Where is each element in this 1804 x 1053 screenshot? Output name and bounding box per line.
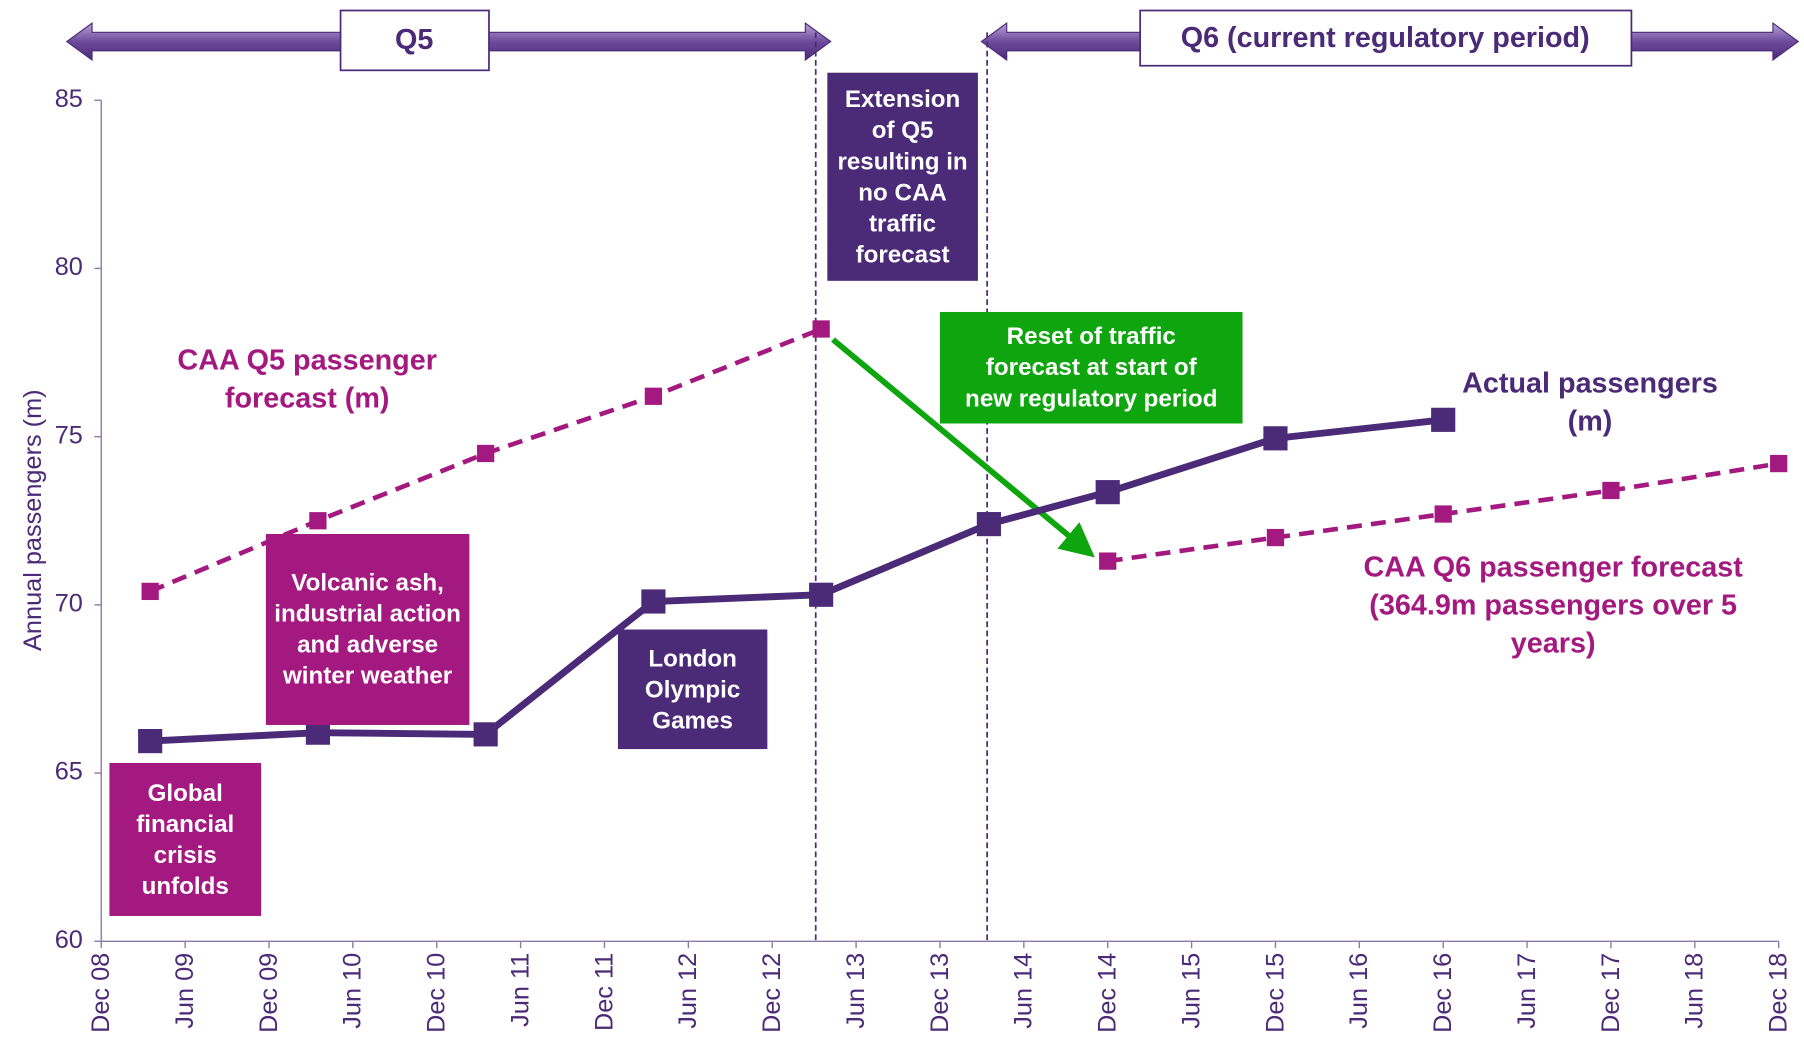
x-tick-label: Jun 11 <box>506 953 534 1027</box>
annotation-text: London Olympic Games <box>617 629 768 750</box>
annotation: Global financial crisis unfolds <box>109 762 262 916</box>
point-marker <box>976 512 1001 537</box>
x-tick-label: Dec 08 <box>87 953 115 1033</box>
point-marker <box>473 722 498 747</box>
series-label: Actual passengers (m) <box>1462 367 1718 438</box>
annotation-text: Global financial crisis unfolds <box>109 762 262 916</box>
point-marker <box>644 387 663 405</box>
annotation: London Olympic Games <box>617 629 768 750</box>
y-tick-label: 60 <box>55 926 83 954</box>
x-tick-label: Jun 12 <box>674 953 702 1029</box>
period-label: Q5 <box>395 24 433 56</box>
point-marker <box>812 320 830 338</box>
x-tick-label: Dec 18 <box>1765 953 1793 1033</box>
x-tick-label: Jun 15 <box>1177 953 1205 1029</box>
point-marker <box>1099 552 1117 570</box>
series-label: CAA Q5 passenger forecast (m) <box>177 344 437 415</box>
x-tick-label: Dec 09 <box>255 953 283 1033</box>
annotation-text: Reset of traffic forecast at start of ne… <box>939 311 1243 424</box>
point-marker <box>1602 481 1620 500</box>
x-tick-label: Jun 09 <box>171 953 199 1029</box>
annotation-text: Volcanic ash, industrial action and adve… <box>265 533 470 725</box>
x-tick-label: Dec 14 <box>1094 953 1122 1033</box>
period-label: Q6 (current regulatory period) <box>1181 22 1590 54</box>
annotation-text: Extension of Q5 resulting in no CAA traf… <box>827 72 978 281</box>
x-tick-label: Dec 13 <box>926 953 954 1033</box>
period-box <box>1139 9 1633 67</box>
reset-arrow <box>831 337 1095 558</box>
x-tick-label: Dec 15 <box>1261 953 1289 1033</box>
series-label-text: CAA Q6 passenger forecast (364.9m passen… <box>1363 550 1743 659</box>
point-marker <box>1770 454 1788 473</box>
point-marker <box>141 582 159 601</box>
x-tick-label: Dec 10 <box>423 953 451 1033</box>
point-marker <box>809 582 834 607</box>
point-marker <box>138 729 163 754</box>
x-tick-label: Jun 13 <box>842 953 870 1029</box>
marks: 60 65 70 75 80 85 Dec 08 Jun 09 Dec 09 Jun 10 Dec … <box>55 85 1793 1033</box>
y-tick-label: 75 <box>55 421 83 449</box>
y-tick-label: 85 <box>55 85 83 113</box>
x-tick-label: Jun 17 <box>1513 953 1541 1029</box>
y-tick-label: 70 <box>55 590 83 618</box>
annotation: Extension of Q5 resulting in no CAA traf… <box>827 72 978 281</box>
y-tick-label: 65 <box>55 758 83 786</box>
point-marker <box>1434 505 1452 523</box>
point-marker <box>1263 426 1288 451</box>
point-marker <box>477 444 495 463</box>
annotation: Reset of traffic forecast at start of ne… <box>939 311 1243 424</box>
y-axis-title: Annual passengers (m) <box>19 389 47 651</box>
x-tick-label: Dec 11 <box>590 953 618 1031</box>
x-tick-label: Dec 12 <box>758 953 786 1033</box>
point-marker <box>1095 480 1120 505</box>
period-box <box>339 9 490 72</box>
x-tick-label: Jun 18 <box>1681 953 1709 1029</box>
annotation: Volcanic ash, industrial action and adve… <box>265 533 470 725</box>
point-marker <box>641 589 666 614</box>
x-tick-label: Dec 16 <box>1429 953 1457 1033</box>
x-tick-label: Dec 17 <box>1597 953 1625 1033</box>
x-tick-label: Jun 14 <box>1010 953 1038 1029</box>
x-tick-label: Jun 10 <box>339 953 367 1029</box>
point-marker <box>1431 407 1456 432</box>
point-marker <box>309 512 327 530</box>
y-tick-label: 80 <box>55 253 83 281</box>
series-label-text: Actual passengers (m) <box>1462 367 1718 438</box>
point-marker <box>1266 528 1285 547</box>
series-label-text: CAA Q5 passenger forecast (m) <box>177 344 437 415</box>
x-tick-label: Jun 16 <box>1345 953 1373 1029</box>
series-label: CAA Q6 passenger forecast (364.9m passen… <box>1363 550 1743 659</box>
